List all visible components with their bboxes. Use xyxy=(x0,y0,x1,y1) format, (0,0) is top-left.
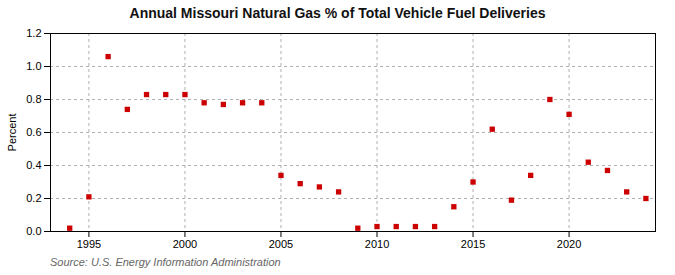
svg-text:0.4: 0.4 xyxy=(26,159,41,171)
svg-text:0.2: 0.2 xyxy=(26,192,41,204)
svg-text:2020: 2020 xyxy=(557,238,581,250)
html-text:Annual Missouri Natural Gas %: Annual Missouri Natural Gas % of Total V… xyxy=(129,5,546,21)
svg-text:2005: 2005 xyxy=(269,238,293,250)
svg-text:0.0: 0.0 xyxy=(26,225,41,237)
svg-text:1.0: 1.0 xyxy=(26,60,41,72)
svg-text:0.8: 0.8 xyxy=(26,93,41,105)
svg-text:Percent: Percent xyxy=(6,114,18,152)
svg-text:1995: 1995 xyxy=(77,238,101,250)
html-text:Source: U.S. Energy Informatio: Source: U.S. Energy Information Administ… xyxy=(50,256,281,268)
svg-text:2015: 2015 xyxy=(461,238,485,250)
svg-text:2000: 2000 xyxy=(173,238,197,250)
svg-text:0.6: 0.6 xyxy=(26,126,41,138)
svg-text:2010: 2010 xyxy=(365,238,389,250)
svg-text:1.2: 1.2 xyxy=(26,27,41,39)
